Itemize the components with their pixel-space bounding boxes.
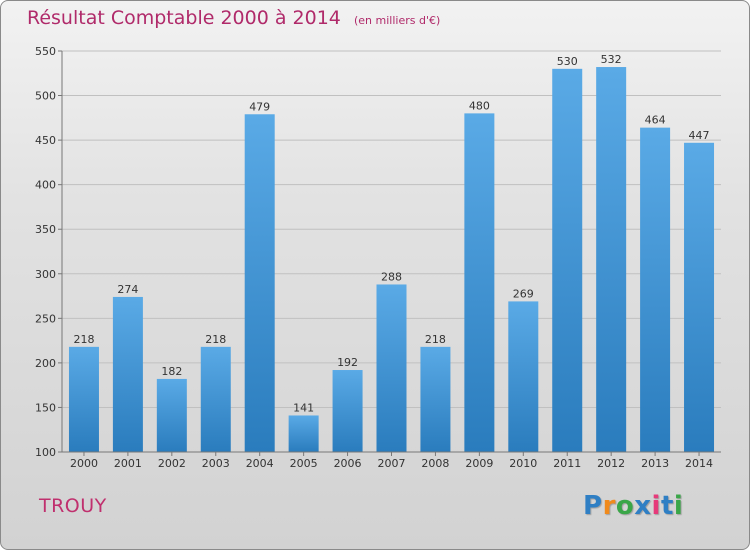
logo-letter: P bbox=[583, 491, 603, 521]
bar bbox=[288, 415, 319, 452]
bar bbox=[376, 284, 407, 452]
axes bbox=[58, 50, 721, 456]
data-label: 269 bbox=[513, 287, 534, 300]
y-tick-label: 400 bbox=[35, 179, 56, 192]
data-label: 464 bbox=[645, 114, 666, 127]
logo-letter: o bbox=[615, 491, 635, 521]
data-label: 288 bbox=[381, 270, 402, 283]
bar bbox=[640, 127, 671, 452]
bar bbox=[508, 301, 539, 452]
data-label: 182 bbox=[161, 365, 182, 378]
x-tick-label: 2008 bbox=[421, 457, 449, 470]
bar bbox=[68, 346, 99, 452]
x-tick-label: 2011 bbox=[553, 457, 581, 470]
data-label: 447 bbox=[689, 129, 710, 142]
logo-letter: t bbox=[660, 491, 674, 521]
logo-letter: i bbox=[651, 491, 661, 521]
proxiti-logo[interactable]: Proxiti bbox=[583, 491, 683, 521]
data-label: 218 bbox=[425, 333, 446, 346]
chart-title-row: Résultat Comptable 2000 à 2014 (en milli… bbox=[27, 7, 440, 29]
logo-letter: x bbox=[634, 491, 652, 521]
bar bbox=[200, 346, 231, 452]
y-tick-label: 300 bbox=[35, 268, 56, 281]
y-tick-label: 250 bbox=[35, 312, 56, 325]
x-tick-label: 2002 bbox=[158, 457, 186, 470]
x-tick-label: 2012 bbox=[597, 457, 625, 470]
y-tick-label: 350 bbox=[35, 223, 56, 236]
bar bbox=[244, 114, 275, 452]
bar bbox=[156, 378, 187, 452]
x-tick-label: 2003 bbox=[202, 457, 230, 470]
logo-letter: r bbox=[602, 491, 616, 521]
x-tick-label: 2001 bbox=[114, 457, 142, 470]
x-tick-label: 2007 bbox=[378, 457, 406, 470]
x-tick-label: 2010 bbox=[509, 457, 537, 470]
x-tick-label: 2009 bbox=[465, 457, 493, 470]
chart-subtitle: (en milliers d'€) bbox=[353, 14, 441, 27]
data-label: 479 bbox=[249, 100, 270, 113]
x-tick-label: 2013 bbox=[641, 457, 669, 470]
y-tick-label: 100 bbox=[35, 446, 56, 459]
bar bbox=[552, 68, 583, 453]
logo-letter: i bbox=[673, 491, 684, 521]
bar bbox=[332, 370, 363, 452]
bar bbox=[112, 296, 143, 452]
data-label: 141 bbox=[293, 401, 314, 414]
data-label: 192 bbox=[337, 356, 358, 369]
y-tick-label: 550 bbox=[35, 45, 56, 58]
data-label: 274 bbox=[117, 283, 138, 296]
y-tick-label: 450 bbox=[35, 134, 56, 147]
y-tick-label: 200 bbox=[35, 357, 56, 370]
bar bbox=[464, 113, 495, 452]
bars bbox=[68, 67, 715, 453]
data-label: 532 bbox=[601, 53, 622, 66]
x-tick-label: 2006 bbox=[334, 457, 362, 470]
data-label: 218 bbox=[205, 333, 226, 346]
bar bbox=[596, 67, 627, 452]
y-tick-label: 150 bbox=[35, 401, 56, 414]
data-label: 218 bbox=[73, 333, 94, 346]
x-tick-label: 2005 bbox=[290, 457, 318, 470]
y-tick-label: 500 bbox=[35, 90, 56, 103]
x-tick-label: 2000 bbox=[70, 457, 98, 470]
data-label: 530 bbox=[557, 55, 578, 68]
x-tick-label: 2004 bbox=[246, 457, 274, 470]
data-label: 480 bbox=[469, 99, 490, 112]
bar bbox=[420, 346, 451, 452]
labels: 100 150 200 250 300 350 400 450 500 550 218 2000 274… bbox=[35, 45, 713, 470]
commune-name: TROUY bbox=[39, 495, 107, 517]
bar bbox=[684, 142, 715, 453]
x-tick-label: 2014 bbox=[685, 457, 713, 470]
chart-title: Résultat Comptable 2000 à 2014 bbox=[27, 7, 341, 29]
